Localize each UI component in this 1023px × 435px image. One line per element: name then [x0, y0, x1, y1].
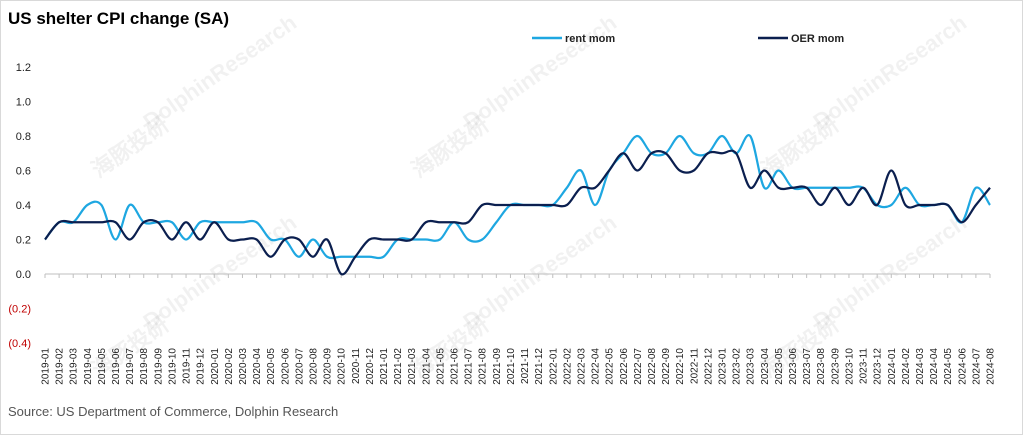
- x-tick-label: 2022-02: [562, 348, 573, 385]
- legend-label: rent mom: [565, 33, 615, 45]
- x-tick-label: 2023-03: [746, 348, 757, 385]
- x-tick-label: 2021-04: [421, 348, 432, 385]
- x-tick-label: 2020-11: [351, 348, 362, 384]
- x-tick-label: 2019-12: [196, 348, 207, 385]
- x-tick-label: 2019-10: [167, 348, 178, 385]
- x-tick-label: 2024-03: [915, 348, 926, 385]
- x-tick-label: 2022-10: [675, 348, 686, 385]
- x-tick-label: 2020-06: [280, 348, 291, 385]
- x-tick-label: 2022-07: [633, 348, 644, 385]
- x-tick-label: 2021-06: [450, 348, 461, 385]
- x-tick-label: 2023-01: [718, 348, 729, 385]
- x-tick-label: 2019-04: [83, 348, 94, 385]
- y-tick-label: 1.2: [16, 62, 31, 74]
- x-tick-label: 2020-10: [337, 348, 348, 385]
- x-tick-label: 2023-08: [816, 348, 827, 385]
- x-tick-label: 2023-05: [774, 348, 785, 385]
- y-tick-label: (0.4): [8, 338, 31, 350]
- y-tick-label: 0.6: [16, 166, 31, 178]
- x-tick-label: 2024-06: [957, 348, 968, 385]
- y-tick-label: 1.0: [16, 97, 31, 109]
- x-tick-label: 2019-11: [182, 348, 193, 384]
- chart-title: US shelter CPI change (SA): [8, 9, 229, 28]
- x-tick-label: 2022-04: [591, 348, 602, 385]
- x-tick-label: 2022-01: [548, 348, 559, 385]
- x-tick-label: 2023-10: [844, 348, 855, 385]
- line-series: [44, 149, 991, 276]
- y-tick-label: 0.0: [16, 269, 31, 281]
- y-tick-label: 0.2: [16, 235, 31, 247]
- x-tick-label: 2023-06: [788, 348, 799, 385]
- x-tick-label: 2021-05: [435, 348, 446, 385]
- x-tick-label: 2022-12: [703, 348, 714, 385]
- x-tick-label: 2023-11: [859, 348, 870, 384]
- x-tick-label: 2021-09: [492, 348, 503, 385]
- x-tick-label: 2021-01: [379, 348, 390, 385]
- x-tick-label: 2019-07: [125, 348, 136, 385]
- x-tick-label: 2022-11: [689, 348, 700, 384]
- x-tick-label: 2024-02: [901, 348, 912, 385]
- x-tick-label: 2021-11: [520, 348, 531, 384]
- x-tick-label: 2020-08: [308, 348, 319, 385]
- x-tick-label: 2021-08: [478, 348, 489, 385]
- x-tick-label: 2024-08: [986, 348, 997, 385]
- x-tick-label: 2023-07: [802, 348, 813, 385]
- x-tick-label: 2022-05: [605, 348, 616, 385]
- x-tick-label: 2021-07: [464, 348, 475, 385]
- x-tick-label: 2023-02: [732, 348, 743, 385]
- legend-label: OER mom: [791, 33, 844, 45]
- x-tick-label: 2020-04: [252, 348, 263, 385]
- x-tick-label: 2024-05: [943, 348, 954, 385]
- x-tick-label: 2019-02: [55, 348, 66, 385]
- source: Source: US Department of Commerce, Dolph…: [8, 404, 338, 419]
- x-tick-label: 2022-09: [661, 348, 672, 385]
- x-tick-label: 2022-08: [647, 348, 658, 385]
- x-tick-label: 2021-10: [506, 348, 517, 385]
- x-tick-label: 2023-12: [873, 348, 884, 385]
- x-tick-label: 2020-03: [238, 348, 249, 385]
- y-tick-label: 0.8: [16, 131, 31, 143]
- x-tick-label: 2019-06: [111, 348, 122, 385]
- x-tick-label: 2024-07: [971, 348, 982, 385]
- x-tick-label: 2023-09: [830, 348, 841, 385]
- x-tick-label: 2020-12: [365, 348, 376, 385]
- x-tick-label: 2023-04: [760, 348, 771, 385]
- x-tick-label: 2022-06: [619, 348, 630, 385]
- x-tick-label: 2019-08: [139, 348, 150, 385]
- x-tick-label: 2019-03: [69, 348, 80, 385]
- x-tick-label: 2020-05: [266, 348, 277, 385]
- x-tick-label: 2020-02: [224, 348, 235, 385]
- x-tick-label: 2020-01: [210, 348, 221, 385]
- x-tick-label: 2019-05: [97, 348, 108, 385]
- x-tick-label: 2024-04: [929, 348, 940, 385]
- x-tick-label: 2019-09: [153, 348, 164, 385]
- y-tick-label: (0.2): [8, 304, 31, 316]
- x-tick-label: 2019-01: [41, 348, 52, 385]
- x-tick-label: 2020-07: [294, 348, 305, 385]
- x-tick-label: 2022-03: [576, 348, 587, 385]
- x-tick-label: 2024-01: [887, 348, 898, 385]
- y-tick-label: 0.4: [16, 200, 31, 212]
- x-tick-label: 2021-03: [407, 348, 418, 385]
- x-tick-label: 2020-09: [323, 348, 334, 385]
- x-tick-label: 2021-02: [393, 348, 404, 385]
- x-tick-label: 2021-12: [534, 348, 545, 385]
